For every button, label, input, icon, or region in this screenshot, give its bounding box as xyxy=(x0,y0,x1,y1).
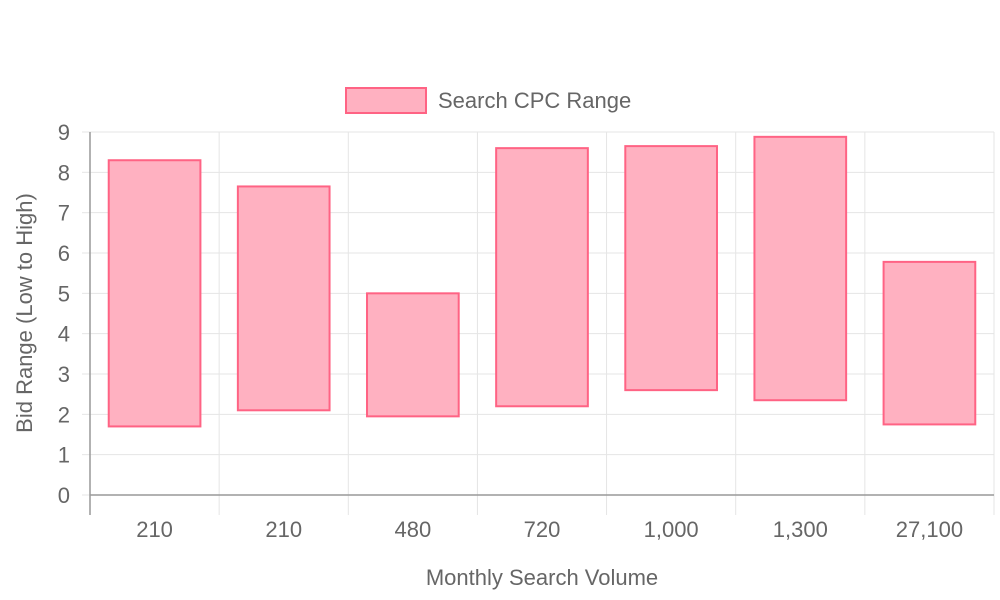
y-tick-label: 7 xyxy=(58,201,70,226)
x-tick-label: 1,000 xyxy=(644,517,699,542)
y-tick-label: 0 xyxy=(58,483,70,508)
y-axis-title: Bid Range (Low to High) xyxy=(12,193,37,433)
x-axis-title: Monthly Search Volume xyxy=(426,565,658,590)
range-bar[interactable] xyxy=(882,260,977,426)
range-bar[interactable] xyxy=(366,292,460,418)
x-tick-label: 480 xyxy=(394,517,431,542)
y-tick-label: 9 xyxy=(58,120,70,145)
range-bar[interactable] xyxy=(753,135,848,402)
legend[interactable]: Search CPC Range xyxy=(345,87,631,114)
x-tick-label: 720 xyxy=(524,517,561,542)
y-tick-label: 3 xyxy=(58,362,70,387)
y-tick-label: 5 xyxy=(58,281,70,306)
y-tick-label: 2 xyxy=(58,402,70,427)
legend-label[interactable]: Search CPC Range xyxy=(438,88,631,113)
y-tick-label: 6 xyxy=(58,241,70,266)
x-tick-label: 27,100 xyxy=(896,517,963,542)
bars xyxy=(107,135,977,428)
range-bar[interactable] xyxy=(495,147,589,408)
y-tick-label: 1 xyxy=(58,443,70,468)
range-bar[interactable] xyxy=(624,145,718,392)
axes: 0 1 2 3 4 5 6 7 8 9 210 210 480 720 1,000 1,300 27,100 xyxy=(58,120,994,542)
y-tick-label: 8 xyxy=(58,160,70,185)
legend-swatch[interactable] xyxy=(345,87,427,114)
x-tick-label: 210 xyxy=(136,517,173,542)
range-bar[interactable] xyxy=(236,185,331,412)
x-tick-label: 1,300 xyxy=(773,517,828,542)
range-bar[interactable] xyxy=(107,159,202,428)
y-tick-label: 4 xyxy=(58,322,70,347)
x-tick-label: 210 xyxy=(265,517,302,542)
